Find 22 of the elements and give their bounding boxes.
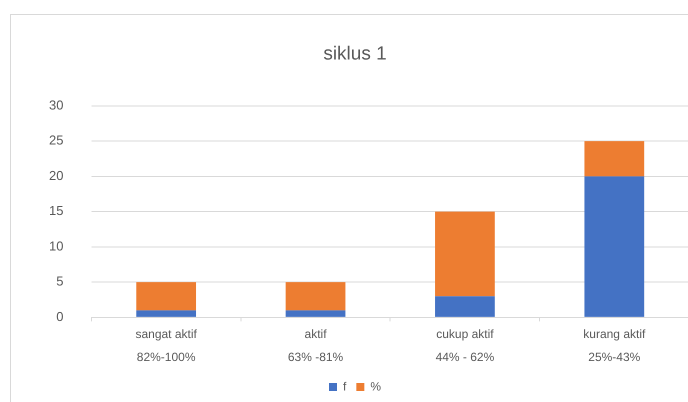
bar <box>286 310 346 317</box>
y-tick-label: 0 <box>56 308 64 324</box>
y-tick-label: 25 <box>48 132 64 148</box>
bar <box>136 282 196 310</box>
x-tick-label: sangat aktif 82%-100% <box>135 327 198 364</box>
bar <box>584 176 644 317</box>
bar <box>136 310 196 317</box>
legend-label: f <box>343 379 347 394</box>
bar <box>584 141 644 176</box>
x-tick-label: kurang aktif 25%-43% <box>583 327 646 364</box>
x-tick-label: cukup aktif 44% - 62% <box>436 327 495 364</box>
legend-label: % <box>370 379 382 394</box>
bar <box>435 212 495 296</box>
bar <box>286 282 346 310</box>
y-tick-label: 5 <box>56 274 64 289</box>
x-tick-label: aktif 63% -81% <box>288 327 344 364</box>
y-tick-label: 10 <box>48 238 64 254</box>
y-tick-label: 15 <box>48 203 64 218</box>
chart-title: siklus 1 <box>323 44 387 65</box>
bar <box>435 296 495 317</box>
y-tick-label: 20 <box>48 168 64 183</box>
y-tick-label: 30 <box>48 97 64 112</box>
